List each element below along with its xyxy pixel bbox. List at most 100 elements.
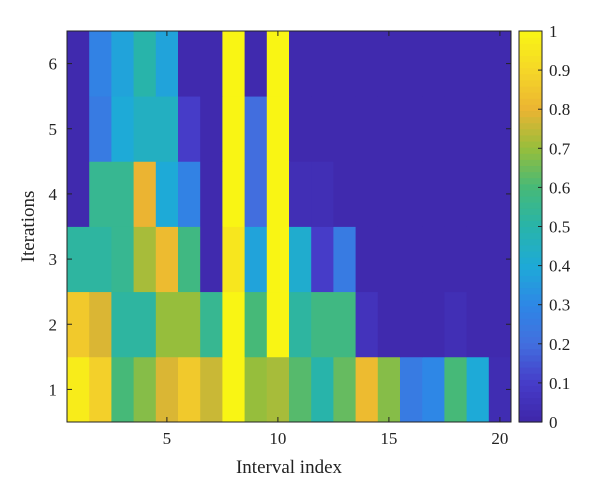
colorbar-strip: [519, 189, 542, 197]
heatmap-cell: [289, 356, 312, 423]
heatmap-cell: [155, 96, 179, 162]
colorbar-strip: [519, 367, 542, 374]
heatmap-cell: [178, 31, 201, 97]
colorbar-strip: [519, 409, 542, 417]
heatmap-cell: [311, 226, 334, 293]
heatmap-cell: [111, 226, 134, 293]
heatmap-cell: [89, 161, 112, 227]
heatmap-cell: [67, 291, 90, 358]
heatmap-cell: [266, 31, 290, 97]
heatmap-cell: [422, 96, 445, 162]
colorbar-strip: [519, 134, 542, 142]
heatmap-cell: [222, 161, 245, 227]
heatmap-cell: [289, 226, 312, 293]
colorbar-tick-label: 0.9: [549, 61, 570, 80]
colorbar-strip: [519, 202, 542, 209]
heatmap-cell: [244, 291, 268, 358]
heatmap-cell: [377, 161, 401, 227]
x-tick-label: 5: [163, 429, 172, 448]
heatmap-cell: [89, 31, 112, 97]
heatmap-cell: [178, 356, 201, 423]
heatmap-cell: [377, 226, 401, 293]
heatmap-cell: [488, 291, 512, 358]
heatmap-cell: [111, 356, 134, 423]
heatmap-cell: [466, 226, 490, 293]
heatmap-cell: [155, 356, 179, 423]
heatmap-cell: [111, 31, 134, 97]
heatmap-cell: [222, 356, 245, 423]
colorbar-strip: [519, 110, 542, 118]
colorbar-strip: [519, 195, 542, 203]
y-tick-label: 6: [49, 55, 58, 74]
colorbar-tick-label: 0.2: [549, 335, 570, 354]
heatmap-cell: [355, 31, 379, 97]
heatmap-cell: [67, 31, 90, 97]
y-tick-label: 3: [49, 250, 58, 269]
heatmap-cell: [155, 291, 179, 358]
colorbar-strip: [519, 147, 542, 154]
colorbar-strip: [519, 348, 542, 356]
heatmap-cell: [333, 161, 356, 227]
heatmap-cell: [89, 356, 112, 423]
heatmap-cell: [444, 226, 467, 293]
colorbar-strip: [519, 391, 542, 399]
colorbar-tick-label: 0.4: [549, 257, 571, 276]
heatmap-cell: [289, 291, 312, 358]
heatmap-cell: [89, 291, 112, 358]
heatmap-cell: [178, 226, 201, 293]
colorbar-strip: [519, 373, 542, 380]
heatmap-cell: [400, 161, 423, 227]
colorbar-ticks: 0 0.1 0.2 0.3 0.4 0.5 0.6 0.7 0.8 0.9 1: [538, 22, 571, 432]
y-tick-label: 5: [49, 120, 58, 139]
colorbar-tick-label: 0: [549, 413, 558, 432]
colorbar: 0 0.1 0.2 0.3 0.4 0.5 0.6 0.7 0.8 0.9 1: [518, 22, 571, 432]
colorbar-strip: [519, 342, 542, 350]
colorbar-strip: [519, 415, 542, 423]
colorbar-strip: [519, 275, 542, 283]
heatmap-cell: [311, 96, 334, 162]
heatmap-cell: [266, 291, 290, 358]
heatmap-cell: [222, 96, 245, 162]
x-axis-ticks: 5 10 15 20: [163, 31, 508, 448]
heatmap-cell: [355, 161, 379, 227]
heatmap-cell: [133, 226, 157, 293]
heatmap-cell: [422, 31, 445, 97]
heatmap-cell: [466, 291, 490, 358]
heatmap-cell: [333, 356, 356, 423]
heatmap-cell: [377, 96, 401, 162]
heatmap-cell: [466, 161, 490, 227]
heatmap-cell: [89, 226, 112, 293]
heatmap-cell: [422, 291, 445, 358]
colorbar-strip: [519, 208, 542, 215]
colorbar-strip: [519, 293, 542, 301]
colorbar-strip: [519, 177, 542, 185]
heatmap-cell: [200, 356, 223, 423]
colorbar-strip: [519, 104, 542, 112]
colorbar-strip: [519, 244, 542, 252]
colorbar-strip: [519, 128, 542, 136]
heatmap-cell: [444, 31, 467, 97]
x-tick-label: 20: [491, 429, 508, 448]
colorbar-tick-label: 0.3: [549, 296, 570, 315]
heatmap-cell: [466, 356, 490, 423]
y-tick-label: 1: [49, 380, 58, 399]
heatmap-cell: [466, 31, 490, 97]
heatmap-cell: [266, 161, 290, 227]
colorbar-strip: [519, 183, 542, 191]
colorbar-strip: [519, 324, 542, 331]
colorbar-strip: [519, 49, 542, 57]
colorbar-strip: [519, 159, 542, 167]
heatmap-cell: [488, 226, 512, 293]
heatmap-cell: [244, 31, 268, 97]
colorbar-tick-label: 0.1: [549, 374, 570, 393]
heatmap-cell: [355, 96, 379, 162]
heatmap-cell: [155, 31, 179, 97]
colorbar-strip: [519, 379, 542, 386]
heatmap-cell: [89, 96, 112, 162]
heatmap-cell: [444, 96, 467, 162]
colorbar-strip: [519, 171, 542, 179]
heatmap-cell: [244, 226, 268, 293]
heatmap-cell: [355, 291, 379, 358]
x-tick-label: 15: [380, 429, 397, 448]
colorbar-strip: [519, 92, 542, 99]
